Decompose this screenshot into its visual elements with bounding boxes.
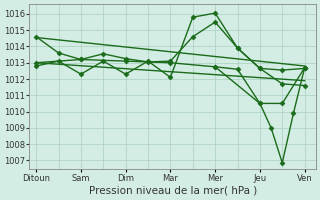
X-axis label: Pression niveau de la mer( hPa ): Pression niveau de la mer( hPa ) <box>89 186 257 196</box>
